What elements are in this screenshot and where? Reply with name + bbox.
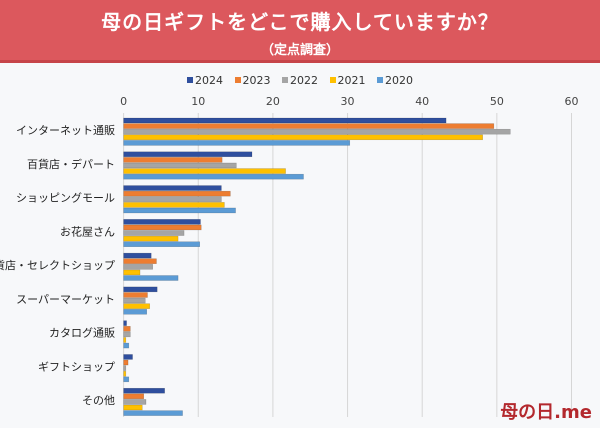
x-tick-label: 10 [191, 95, 205, 108]
bar-2022 [123, 365, 127, 371]
chart-title: 母の日ギフトをどこで購入していますか？ [101, 10, 499, 34]
bar-2021 [123, 303, 150, 309]
category-label: スーパーマーケット [16, 293, 115, 306]
bar-2021 [123, 235, 179, 242]
legend-swatch [377, 77, 383, 83]
bar-2023 [123, 190, 231, 197]
legend-item: 2022 [282, 74, 318, 87]
bar-2023 [123, 258, 157, 264]
legend-swatch [329, 77, 336, 83]
bar-2021 [123, 269, 141, 276]
bar-2022 [123, 230, 185, 236]
bar-2023 [123, 292, 148, 298]
category-label: ショッピングモール [16, 191, 115, 205]
bar-2024 [123, 151, 253, 158]
bar-2023 [123, 359, 129, 366]
category-label: インターネット通販 [16, 124, 115, 137]
bar-2020 [123, 207, 236, 214]
bar-2021 [123, 404, 143, 411]
bar-2024 [123, 320, 127, 326]
legend-label: 2022 [290, 74, 318, 87]
bar-2022 [123, 128, 511, 135]
bar-2022 [123, 196, 222, 203]
bar-2020 [123, 173, 304, 180]
logo: 母の日.me [500, 402, 592, 423]
x-tick-label: 40 [415, 95, 429, 108]
bar-2020 [123, 376, 130, 383]
legend: 2024 2023 2022 2021 2020 [0, 74, 600, 87]
bar-2020 [123, 410, 183, 416]
bar-2023 [123, 157, 223, 163]
x-tick-label: 20 [266, 95, 280, 108]
bar-2022 [123, 264, 153, 270]
bar-2021 [123, 134, 483, 141]
x-tick-label: 50 [490, 95, 504, 108]
bar-2024 [123, 219, 201, 225]
bar-2020 [123, 241, 200, 247]
category-label: カタログ通販 [49, 326, 115, 340]
legend-label: 2024 [195, 74, 223, 87]
category-label: その他 [82, 394, 115, 407]
bar-2021 [123, 202, 225, 208]
legend-label: 2023 [242, 74, 271, 87]
legend-swatch [187, 77, 193, 83]
category-label: お花屋さん [60, 225, 115, 238]
bar-2022 [123, 162, 237, 169]
bar-2023 [123, 326, 131, 332]
bar-2023 [123, 393, 145, 400]
bar-2020 [123, 275, 179, 281]
bar-2022 [123, 331, 131, 338]
bar-2020 [123, 342, 130, 349]
category-label: ギフトショップ [38, 360, 115, 373]
bar-2022 [123, 399, 147, 405]
bar-2021 [123, 370, 127, 377]
x-tick-label: 60 [565, 95, 579, 108]
bar-2023 [123, 123, 495, 129]
x-tick-label: 30 [341, 95, 355, 108]
bar-2024 [123, 354, 133, 360]
legend-label: 2020 [385, 74, 413, 87]
bar-2024 [123, 252, 152, 259]
bar-2021 [123, 168, 286, 174]
chart-subtitle: （定点調査） [260, 43, 339, 58]
legend-swatch [234, 77, 241, 83]
legend-item: 2024 [187, 74, 223, 87]
bar-2022 [123, 297, 146, 304]
category-label: 百貨店・デパート [27, 157, 115, 171]
bar-2024 [123, 387, 165, 394]
bar-2024 [123, 117, 447, 124]
legend-item: 2020 [377, 74, 413, 87]
legend-item: 2021 [329, 74, 366, 87]
legend-item: 2023 [234, 74, 271, 87]
category-label: 雑貨店・セレクトショップ [0, 258, 115, 272]
legend-swatch [282, 77, 288, 83]
x-tick-label: 0 [120, 95, 127, 108]
bar-2023 [123, 224, 202, 231]
bar-2024 [123, 185, 222, 191]
bar-2020 [123, 309, 147, 315]
bar-2024 [123, 286, 158, 293]
legend-label: 2021 [337, 74, 366, 87]
header: 母の日ギフトをどこで購入していますか？ （定点調査） [0, 0, 600, 63]
bar-2021 [123, 337, 127, 343]
bar-2020 [123, 140, 351, 146]
